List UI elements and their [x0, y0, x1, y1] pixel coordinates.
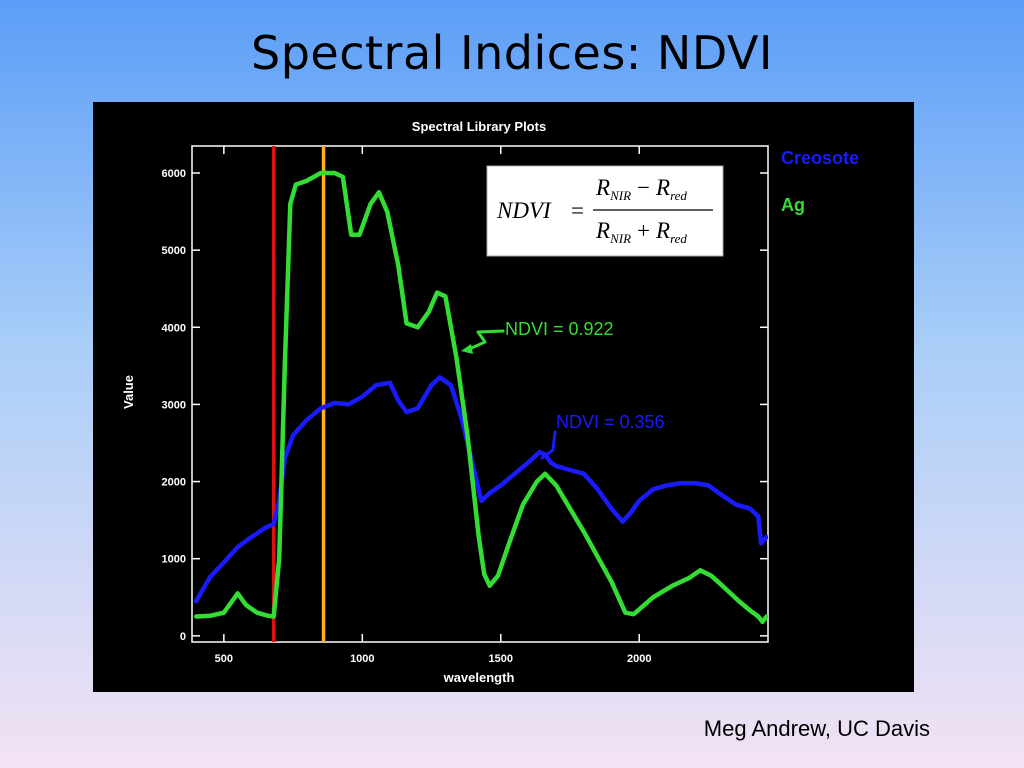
- den-sub2: red: [670, 231, 687, 246]
- series-lines: [193, 170, 768, 625]
- ag-ndvi-pointer-icon: [465, 329, 505, 352]
- legend: Creosote Ag: [781, 148, 859, 215]
- num-op: −: [637, 175, 650, 200]
- num-r1: R: [595, 175, 610, 200]
- ag-ndvi-label: NDVI = 0.922: [505, 319, 614, 339]
- y-tick-label: 4000: [162, 322, 186, 334]
- y-tick-label: 2000: [162, 477, 186, 489]
- chart-title: Spectral Library Plots: [412, 119, 546, 134]
- creosote-ndvi-label: NDVI = 0.356: [556, 412, 665, 432]
- num-sub1: NIR: [609, 188, 631, 203]
- num-r2: R: [655, 175, 670, 200]
- formula-lhs: NDVI: [496, 198, 552, 223]
- plot-frame: [191, 145, 769, 643]
- legend-entry-creosote: Creosote: [781, 148, 859, 168]
- den-op: +: [637, 218, 650, 243]
- band-markers: [271, 146, 326, 642]
- creosote-ndvi-pointer-icon: [540, 430, 557, 460]
- x-tick-label: 1000: [350, 653, 374, 665]
- spectral-chart: Spectral Library Plots 0 1000 2000 3000 4000…: [121, 119, 859, 685]
- legend-entry-ag: Ag: [781, 195, 805, 215]
- den-r2: R: [655, 218, 670, 243]
- x-tick-label: 500: [215, 653, 233, 665]
- x-axis-label: wavelength: [443, 670, 515, 685]
- y-tick-label: 5000: [162, 245, 186, 257]
- den-r1: R: [595, 218, 610, 243]
- x-tick-label: 1500: [489, 653, 513, 665]
- x-tick-label: 2000: [627, 653, 651, 665]
- slide-title: Spectral Indices: NDVI: [251, 26, 773, 80]
- x-axis: 500 1000 1500 2000: [215, 146, 651, 665]
- den-sub1: NIR: [609, 231, 631, 246]
- y-tick-label: 3000: [162, 399, 186, 411]
- y-tick-label: 0: [180, 631, 186, 643]
- plot-panel: Spectral Library Plots 0 1000 2000 3000 4000…: [93, 102, 914, 692]
- formula-numerator: RNIR − Rred: [595, 175, 687, 203]
- series-line-creosote: [193, 375, 768, 604]
- formula-denominator: RNIR + Rred: [595, 218, 687, 246]
- formula-equals: =: [571, 198, 584, 223]
- y-axis-label: Value: [121, 375, 136, 409]
- author-credit: Meg Andrew, UC Davis: [703, 716, 930, 741]
- y-axis: 0 1000 2000 3000 4000 5000 6000: [162, 168, 768, 643]
- ndvi-formula: NDVI = RNIR − Rred RNIR + Rred: [486, 165, 724, 257]
- y-tick-label: 1000: [162, 554, 186, 566]
- series-line-ag: [193, 170, 768, 625]
- num-sub2: red: [670, 188, 687, 203]
- y-tick-label: 6000: [162, 168, 186, 180]
- formula-box: [486, 165, 724, 257]
- ag-ndvi-arrowhead-icon: [461, 344, 473, 354]
